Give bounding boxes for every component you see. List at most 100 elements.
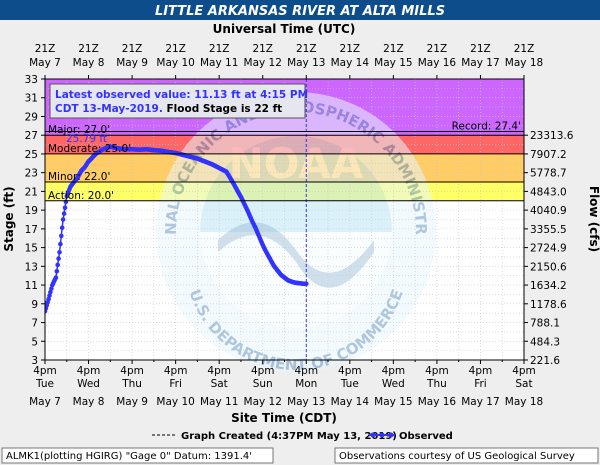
top-tick-label: May 18 (505, 57, 543, 69)
x-tick-label: May 9 (116, 396, 148, 408)
top-tick-label: 21Z (340, 43, 361, 55)
callout-line1: Latest observed value: 11.13 ft at 4:15 … (55, 89, 308, 101)
series-point (60, 217, 66, 222)
top-tick-label: 21Z (514, 43, 535, 55)
top-tick-label: 21Z (252, 43, 273, 55)
band-label: Minor: 22.0' (48, 171, 110, 183)
top-tick-label: 21Z (383, 43, 404, 55)
x-tick-label: 4pm (207, 365, 231, 377)
top-tick-label: May 14 (331, 57, 370, 69)
x-tick-label: 4pm (77, 365, 101, 377)
top-tick-label: May 11 (200, 57, 238, 69)
flow-tick-label: 5778.7 (530, 168, 567, 180)
series-point (61, 211, 67, 216)
y-tick-label: 33 (25, 74, 38, 86)
record-label: Record: 27.4' (452, 120, 521, 132)
x-tick-label: 4pm (164, 365, 188, 377)
x-tick-label: 4pm (338, 365, 362, 377)
flow-tick-label: 1178.6 (530, 299, 567, 311)
x-tick-label: Fri (474, 378, 487, 390)
legend: Graph Created (4:37PM May 13, 2019) Obse… (152, 431, 453, 442)
x-tick-label: 4pm (251, 365, 275, 377)
x-tick-label: Thu (426, 378, 447, 390)
series-point (59, 225, 65, 230)
y-tick-label: 15 (25, 243, 38, 255)
y-tick-label: 31 (25, 93, 38, 105)
legend-created-label: Graph Created (4:37PM May 13, 2019) (181, 431, 397, 442)
series-point (304, 281, 309, 287)
x-tick-label: May 8 (73, 396, 105, 408)
chart-title: LITTLE ARKANSAS RIVER AT ALTA MILLS (155, 4, 445, 19)
flow-tick-label: 788.1 (530, 318, 560, 330)
series-point (62, 205, 68, 211)
legend-observed-label: Observed (399, 431, 453, 442)
series-point (57, 250, 62, 255)
top-tick-label: 21Z (165, 43, 186, 55)
flow-tick-label: 23313.6 (530, 130, 574, 142)
y-tick-label: 23 (25, 168, 38, 180)
x-tick-label: May 16 (418, 396, 457, 408)
x-tick-label: Thu (121, 378, 142, 390)
x-tick-label: Sun (253, 378, 273, 390)
flow-tick-label: 4040.9 (530, 205, 567, 217)
callout-line2: CDT 13-May-2019. Flood Stage is 22 ft (55, 103, 282, 115)
top-tick-label: May 10 (156, 57, 194, 69)
top-tick-label: 21Z (209, 43, 230, 55)
series-point (47, 293, 52, 298)
top-tick-label: May 12 (244, 57, 282, 69)
x-tick-label: 4pm (120, 365, 144, 377)
title-bar (0, 0, 600, 20)
x-tick-label: May 11 (200, 396, 238, 408)
top-tick-label: May 13 (287, 57, 325, 69)
y-tick-label: 19 (25, 205, 38, 217)
x-tick-label: Sat (515, 378, 532, 390)
x-tick-label: 4pm (425, 365, 449, 377)
x-tick-label: May 7 (29, 396, 61, 408)
series-point (48, 289, 53, 295)
x-tick-label: Mon (295, 378, 317, 390)
watermark-center-text: NOAA (229, 139, 364, 188)
top-tick-label: May 7 (29, 57, 61, 69)
x-tick-label: 4pm (382, 365, 406, 377)
top-tick-label: 21Z (470, 43, 491, 55)
x-tick-label: May 12 (244, 396, 282, 408)
x-tick-label: 4pm (469, 365, 493, 377)
x-tick-label: 4pm (294, 365, 318, 377)
latest-value-callout: Latest observed value: 11.13 ft at 4:15 … (49, 83, 308, 119)
series-point (49, 286, 54, 291)
y-tick-label: 7 (31, 318, 38, 330)
band-labels: Major: 27.0' Moderate: 25.0' Minor: 22.0' A… (45, 120, 524, 202)
band-label: Major: 27.0' (48, 124, 110, 136)
series-point (58, 241, 63, 247)
series-observed (45, 144, 309, 314)
top-tick-label: 21Z (122, 43, 143, 55)
x-tick-label: Tue (35, 378, 54, 390)
band-label: Action: 20.0' (48, 190, 114, 202)
legend-observed-marker (379, 432, 385, 438)
y-tick-label: 9 (31, 299, 38, 311)
y-tick-label: 27 (25, 130, 38, 142)
footer-credit: Observations courtesy of US Geological S… (339, 451, 575, 462)
top-tick-label: May 15 (374, 57, 412, 69)
series-point (46, 296, 51, 302)
flow-tick-label: 1634.2 (530, 280, 567, 292)
flow-tick-label: 3355.5 (530, 224, 567, 236)
x-tick-label: Sat (211, 378, 228, 390)
top-tick-label: May 16 (418, 57, 457, 69)
legend-observed-marker (388, 432, 394, 438)
flow-tick-label: 2150.6 (530, 261, 567, 273)
footer: ALMK1(plotting HGIRG) "Gage 0" Datum: 13… (1, 447, 599, 464)
series-point (56, 256, 61, 261)
top-tick-label: May 9 (116, 57, 148, 69)
x-tick-label: May 13 (287, 396, 325, 408)
y-tick-label: 25 (25, 149, 38, 161)
top-tick-label: 21Z (35, 43, 56, 55)
axes: 3 5 7 9 11 13 15 17 19 21 23 25 27 29 31 33 23313.6 7907.… (25, 43, 574, 408)
legend-observed-marker (370, 432, 376, 438)
series-point (54, 269, 60, 274)
top-tick-label: 21Z (427, 43, 448, 55)
series-point (55, 262, 60, 268)
y-tick-label: 11 (25, 280, 38, 292)
x-tick-label: May 18 (505, 396, 543, 408)
